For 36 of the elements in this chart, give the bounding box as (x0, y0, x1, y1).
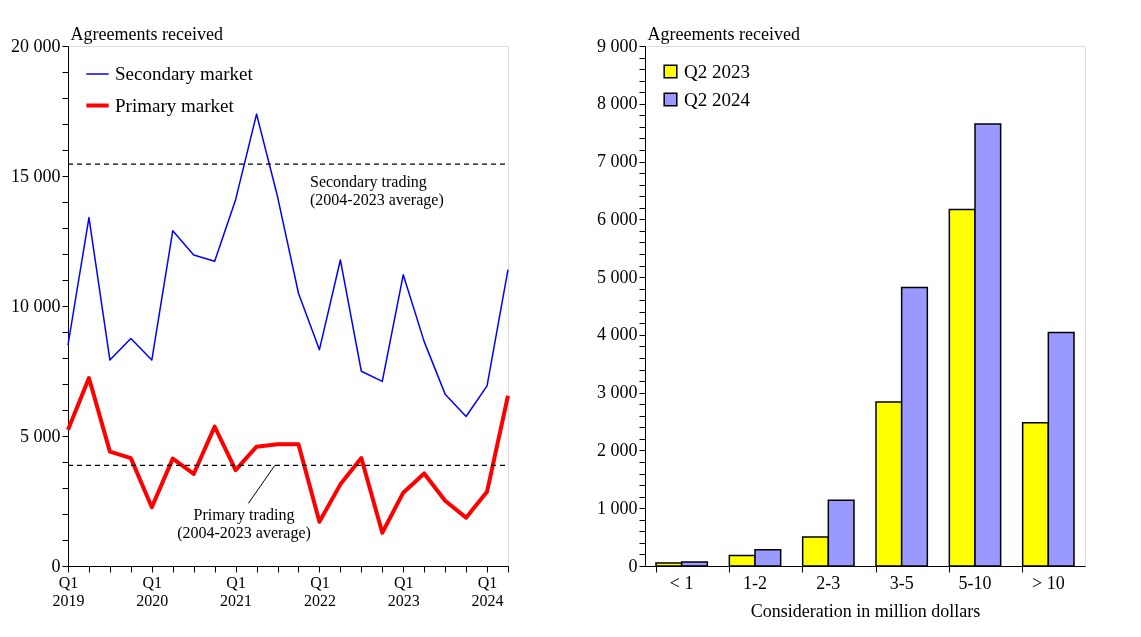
y-tick-label: 20 000 (11, 35, 61, 56)
legend-label: Primary market (115, 94, 235, 116)
y-tick-label: 0 (51, 555, 61, 576)
x-tick-label: 2-3 (816, 572, 841, 593)
legend-label: Q2 2024 (684, 88, 751, 110)
y-tick-label: 10 000 (11, 295, 61, 316)
x-tick-label: 1-2 (743, 572, 767, 593)
y-tick-label: 0 (628, 555, 638, 576)
x-tick-label: < 1 (669, 572, 694, 593)
y-axis-title: Agreements received (647, 23, 800, 44)
y-tick-label: 1 000 (597, 497, 638, 518)
ref-line-label: Secondary trading (2004-2023 average) (310, 173, 444, 210)
y-tick-label: 3 000 (597, 382, 638, 403)
x-tick-label: Q1 2020 (136, 573, 169, 609)
y-tick-label: 8 000 (597, 93, 638, 114)
y-tick-label: 2 000 (597, 439, 638, 460)
x-tick-label: Q1 2019 (52, 573, 85, 609)
x-tick-label: Q1 2022 (303, 573, 336, 609)
y-tick-label: 4 000 (597, 324, 638, 345)
ref-line-label: Primary trading (2004-2023 average) (177, 506, 311, 543)
y-tick-label: 6 000 (597, 208, 638, 229)
x-tick-label: > 10 (1032, 572, 1065, 593)
y-tick-label: 5 000 (20, 425, 61, 446)
x-tick-label: 3-5 (889, 572, 914, 593)
x-axis-title: Consideration in million dollars (750, 600, 981, 621)
y-tick-label: 15 000 (11, 165, 61, 186)
y-axis-title: Agreements received (70, 23, 223, 44)
x-tick-label: 5-10 (958, 572, 992, 593)
x-tick-label: Q1 2023 (387, 573, 420, 609)
y-tick-label: 5 000 (597, 266, 638, 287)
y-tick-label: 7 000 (597, 151, 638, 172)
legend-label: Q2 2023 (684, 60, 750, 82)
legend-label: Secondary market (115, 63, 254, 84)
x-tick-label: Q1 2021 (220, 573, 253, 609)
x-tick-label: Q1 2024 (471, 573, 504, 609)
y-tick-label: 9 000 (597, 35, 638, 56)
